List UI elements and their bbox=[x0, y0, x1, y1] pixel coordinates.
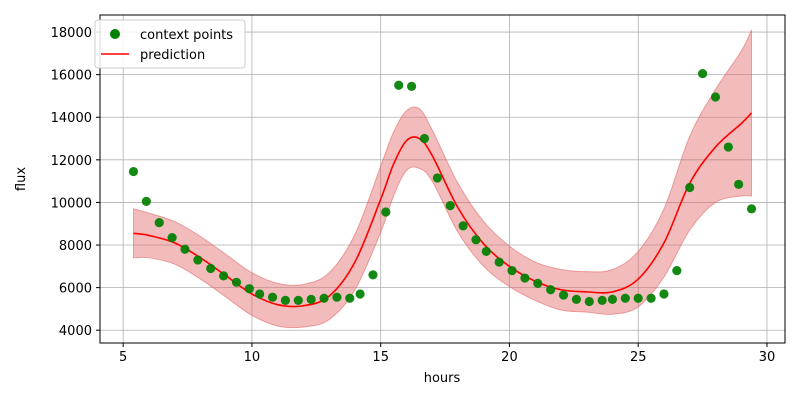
context-point bbox=[193, 255, 203, 265]
legend: context points prediction bbox=[94, 19, 246, 69]
y-tick-label: 16000 bbox=[51, 69, 92, 84]
context-point bbox=[546, 285, 556, 295]
context-points-layer bbox=[128, 68, 757, 307]
grid bbox=[100, 15, 785, 343]
context-point bbox=[607, 294, 618, 304]
context-point bbox=[520, 273, 530, 283]
context-point bbox=[381, 207, 391, 217]
prediction-confidence-band bbox=[132, 29, 753, 329]
context-point bbox=[558, 290, 569, 300]
context-point bbox=[710, 92, 721, 102]
context-point bbox=[633, 293, 643, 303]
context-point bbox=[368, 270, 378, 280]
context-point bbox=[293, 295, 303, 306]
x-tick-label: 30 bbox=[759, 350, 776, 365]
legend-label-prediction: prediction bbox=[140, 48, 205, 63]
x-axis-ticks: 5 10 15 20 25 30 bbox=[119, 343, 775, 365]
y-tick-label: 4000 bbox=[59, 324, 92, 339]
context-point bbox=[685, 182, 695, 193]
context-point bbox=[219, 271, 229, 281]
context-point bbox=[659, 289, 669, 299]
context-point bbox=[494, 257, 504, 267]
x-tick-label: 25 bbox=[630, 350, 647, 365]
prediction-line-layer bbox=[133, 112, 753, 308]
x-tick-label: 15 bbox=[372, 350, 389, 365]
context-point bbox=[646, 293, 656, 303]
y-tick-label: 8000 bbox=[59, 239, 92, 254]
prediction-line bbox=[133, 112, 753, 308]
context-point bbox=[244, 284, 254, 294]
context-point bbox=[481, 246, 491, 257]
context-point bbox=[697, 68, 708, 79]
context-point bbox=[355, 289, 365, 299]
context-point bbox=[734, 179, 744, 189]
context-point bbox=[306, 294, 316, 304]
context-point bbox=[319, 293, 329, 303]
context-point bbox=[267, 292, 278, 302]
context-point bbox=[458, 221, 468, 231]
x-tick-label: 10 bbox=[244, 350, 261, 365]
context-point bbox=[180, 244, 190, 254]
plot-frame bbox=[99, 14, 786, 344]
context-point bbox=[406, 81, 417, 91]
context-point bbox=[332, 292, 342, 302]
x-tick-label: 20 bbox=[501, 350, 518, 365]
context-point bbox=[584, 296, 594, 307]
y-axis-label: flux bbox=[14, 167, 29, 191]
y-axis-ticks: 4000 6000 8000 10000 12000 14000 16000 18000 bbox=[51, 26, 100, 339]
legend-box bbox=[94, 19, 246, 69]
context-point bbox=[672, 265, 682, 276]
context-point bbox=[471, 235, 481, 245]
legend-label-context-points: context points bbox=[140, 28, 233, 43]
y-tick-label: 6000 bbox=[59, 282, 92, 297]
context-point bbox=[154, 218, 164, 228]
y-tick-label: 14000 bbox=[51, 111, 92, 126]
y-tick-label: 10000 bbox=[51, 196, 92, 211]
context-point bbox=[507, 265, 517, 276]
x-tick-label: 5 bbox=[119, 350, 127, 365]
context-point bbox=[394, 80, 404, 90]
context-point bbox=[128, 166, 139, 177]
context-point bbox=[723, 142, 733, 152]
context-point bbox=[255, 289, 265, 299]
context-point bbox=[231, 277, 242, 287]
y-tick-label: 12000 bbox=[51, 154, 92, 169]
context-point bbox=[280, 295, 291, 306]
context-point bbox=[746, 204, 757, 214]
context-point bbox=[141, 196, 151, 206]
context-point bbox=[419, 133, 430, 144]
context-point bbox=[597, 295, 607, 306]
context-point bbox=[533, 278, 543, 288]
legend-marker-context-points bbox=[110, 29, 120, 39]
context-point bbox=[167, 232, 177, 243]
y-tick-label: 18000 bbox=[51, 26, 92, 41]
context-point bbox=[571, 294, 582, 304]
confidence-band-layer bbox=[132, 29, 753, 329]
x-axis-label: hours bbox=[424, 371, 461, 386]
context-point bbox=[345, 293, 355, 303]
context-point bbox=[432, 173, 442, 183]
context-point bbox=[620, 293, 630, 303]
context-point bbox=[206, 263, 216, 274]
context-point bbox=[445, 201, 455, 211]
